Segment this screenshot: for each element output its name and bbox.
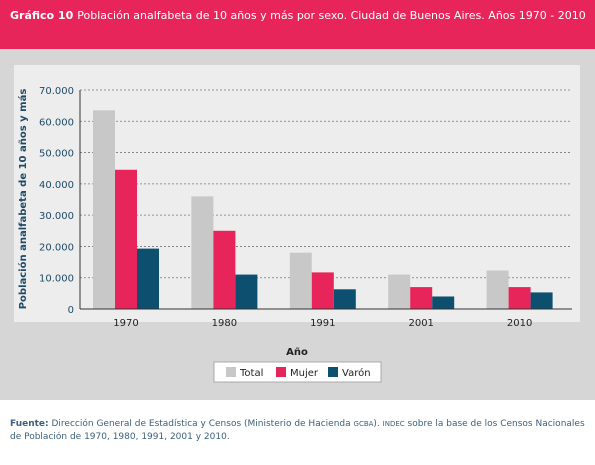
y-tick-label: 60.000 xyxy=(39,117,74,128)
bar-total xyxy=(289,252,312,309)
bar-varon xyxy=(432,296,455,309)
x-tick-label: 1980 xyxy=(212,318,237,329)
source-text-before: Dirección General de Estadística y Censo… xyxy=(51,419,351,429)
bar-mujer xyxy=(115,169,137,309)
legend-total-label: Total xyxy=(239,368,263,379)
source-label: Fuente: xyxy=(10,419,49,429)
bar-mujer xyxy=(410,287,433,309)
chart-header: Gráfico 10 Población analfabeta de 10 año… xyxy=(0,0,595,49)
bar-varon xyxy=(137,248,159,309)
x-tick-label: 2001 xyxy=(408,318,433,329)
x-tick-label: 1970 xyxy=(113,318,138,329)
bar-varon xyxy=(333,289,356,309)
bar-total xyxy=(388,274,411,309)
legend-varon-label: Varón xyxy=(342,367,371,379)
source-indec: indec xyxy=(382,420,405,428)
bar-mujer xyxy=(311,272,334,309)
y-tick-label: 20.000 xyxy=(39,242,74,253)
bar-varon xyxy=(530,292,553,309)
source-gcba: gcba xyxy=(353,420,374,428)
y-tick-label: 50.000 xyxy=(39,149,74,160)
x-tick-label: 2010 xyxy=(507,318,532,329)
bar-chart: 0 10.000 20.000 30.000 40.000 50.000 60.000 70.… xyxy=(17,86,572,383)
source-text-after: sobre la base de los Censos Nacionales d… xyxy=(10,419,585,442)
chart-title-text: Población analfabeta de 10 años y más po… xyxy=(77,9,586,22)
legend-box xyxy=(213,361,382,383)
y-tick-label: 30.000 xyxy=(39,211,74,222)
legend-mujer-label: Mujer xyxy=(290,368,319,379)
legend-mujer-swatch xyxy=(276,367,286,377)
y-axis-label: Población analfabeta de 10 años y más xyxy=(17,89,29,310)
y-tick-label: 40.000 xyxy=(39,180,74,191)
bar-total xyxy=(486,270,509,309)
chart-number: Gráfico 10 xyxy=(10,9,74,22)
bar-total xyxy=(191,196,214,309)
legend-total-swatch xyxy=(226,367,236,377)
bar-varon xyxy=(235,274,258,309)
y-tick-label: 10.000 xyxy=(39,274,74,285)
source-note: Fuente: Dirección General de Estadística… xyxy=(10,419,585,442)
chart-title: Gráfico 10 Población analfabeta de 10 año… xyxy=(10,9,586,22)
bar-mujer xyxy=(508,287,531,309)
bar-total xyxy=(93,110,115,309)
y-tick-label: 0 xyxy=(68,305,74,316)
x-axis-label: Año xyxy=(286,347,308,358)
legend-varon-swatch xyxy=(328,367,338,377)
y-tick-label: 70.000 xyxy=(39,86,74,97)
chart-panel: 0 10.000 20.000 30.000 40.000 50.000 60.000 70.… xyxy=(0,49,595,400)
bar-mujer xyxy=(213,230,236,309)
x-tick-label: 1991 xyxy=(310,318,335,329)
